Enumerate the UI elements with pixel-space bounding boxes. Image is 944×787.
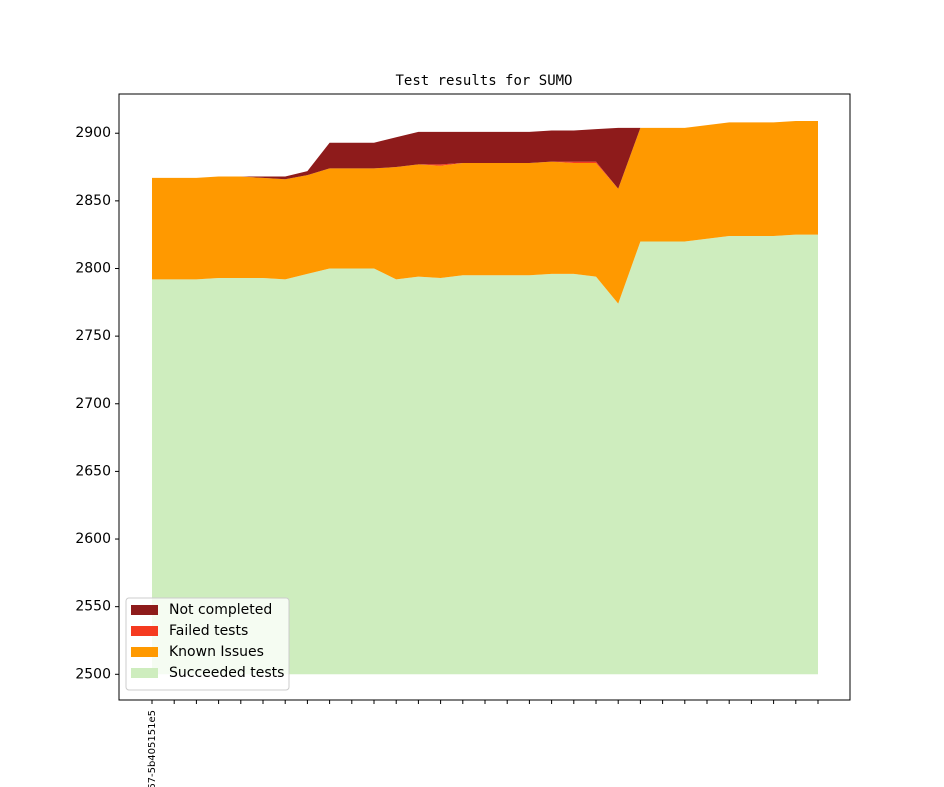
legend-label: Known Issues [169,644,264,660]
y-tick-label: 2700 [75,396,111,412]
y-tick-label: 2850 [75,193,111,209]
y-tick-label: 2750 [75,328,111,344]
legend-box [125,597,290,691]
legend-label: Failed tests [169,623,248,639]
y-tick-label: 2900 [75,125,111,141]
legend-swatch [131,668,158,678]
y-tick-label: 2550 [75,599,111,615]
legend-swatch [131,647,158,657]
x-tick-label: 67-5b405151e5 [147,710,158,787]
legend-label: Not completed [169,602,272,618]
legend-swatch [131,626,158,636]
legend-swatch [131,605,158,615]
area [152,234,818,675]
legend-label: Succeeded tests [169,665,284,681]
chart-title: Test results for SUMO [395,73,572,89]
y-tick-label: 2600 [75,531,111,547]
area [152,121,818,304]
area [152,121,818,189]
y-tick-label: 2800 [75,260,111,276]
y-tick-label: 2500 [75,666,111,682]
y-tick-label: 2650 [75,463,111,479]
